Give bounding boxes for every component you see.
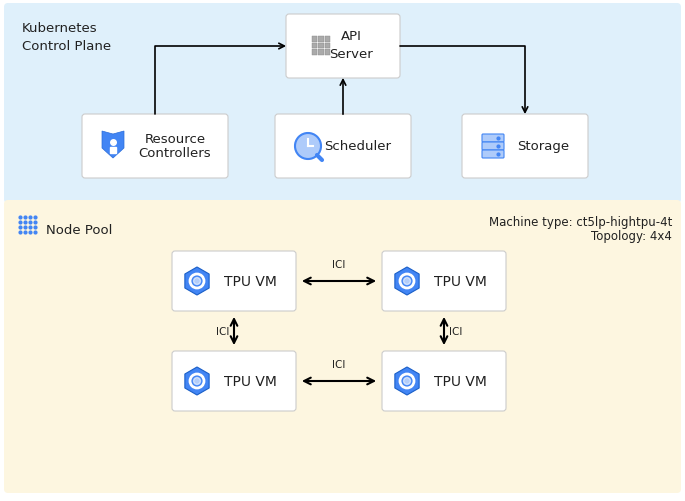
Text: ICI: ICI — [332, 260, 346, 270]
Bar — [319, 50, 324, 56]
FancyBboxPatch shape — [382, 252, 506, 312]
Circle shape — [403, 378, 410, 385]
FancyBboxPatch shape — [4, 4, 681, 203]
FancyBboxPatch shape — [4, 200, 681, 493]
Bar — [312, 44, 318, 49]
Bar — [319, 44, 324, 49]
FancyBboxPatch shape — [482, 143, 504, 151]
Circle shape — [403, 278, 410, 285]
Text: Topology: 4x4: Topology: 4x4 — [591, 229, 672, 242]
Text: Storage: Storage — [517, 140, 569, 153]
Bar — [325, 44, 330, 49]
FancyBboxPatch shape — [482, 135, 504, 143]
Text: Kubernetes
Control Plane: Kubernetes Control Plane — [22, 22, 111, 53]
FancyBboxPatch shape — [172, 252, 296, 312]
Polygon shape — [395, 268, 419, 296]
Polygon shape — [185, 268, 209, 296]
Text: Resource: Resource — [145, 133, 206, 146]
Polygon shape — [395, 367, 419, 395]
Circle shape — [295, 134, 321, 160]
FancyBboxPatch shape — [172, 351, 296, 411]
Text: ICI: ICI — [449, 326, 462, 336]
Polygon shape — [185, 367, 209, 395]
Text: API
Server: API Server — [329, 30, 373, 61]
Text: TPU VM: TPU VM — [223, 275, 277, 289]
Text: Node Pool: Node Pool — [46, 223, 112, 236]
Text: Controllers: Controllers — [138, 147, 211, 160]
Text: ICI: ICI — [332, 359, 346, 369]
FancyBboxPatch shape — [275, 115, 411, 179]
Text: Scheduler: Scheduler — [325, 140, 392, 153]
FancyBboxPatch shape — [382, 351, 506, 411]
Bar — [312, 37, 318, 43]
Circle shape — [193, 278, 201, 285]
Text: ICI: ICI — [216, 326, 229, 336]
Bar — [312, 50, 318, 56]
Circle shape — [193, 378, 201, 385]
Text: TPU VM: TPU VM — [223, 374, 277, 388]
Bar — [325, 50, 330, 56]
FancyBboxPatch shape — [82, 115, 228, 179]
Text: TPU VM: TPU VM — [434, 374, 486, 388]
Polygon shape — [102, 132, 124, 159]
Bar — [325, 37, 330, 43]
FancyBboxPatch shape — [482, 151, 504, 159]
FancyBboxPatch shape — [286, 15, 400, 79]
Text: TPU VM: TPU VM — [434, 275, 486, 289]
Text: Machine type: ct5lp-hightpu-4t: Machine type: ct5lp-hightpu-4t — [488, 215, 672, 228]
Bar — [319, 37, 324, 43]
FancyBboxPatch shape — [462, 115, 588, 179]
